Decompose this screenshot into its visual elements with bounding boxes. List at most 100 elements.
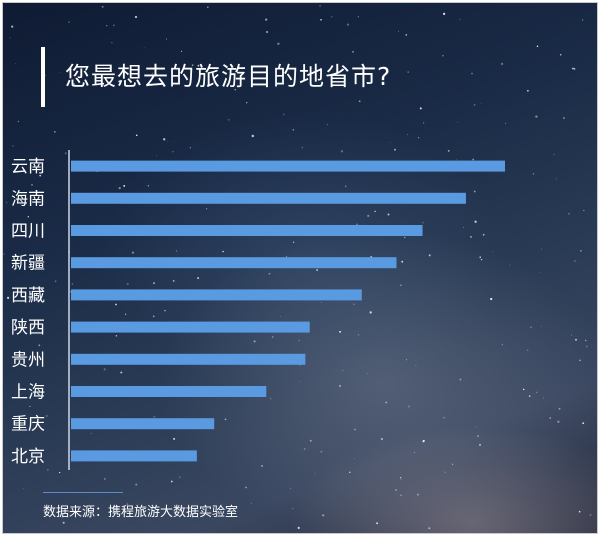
star — [558, 407, 561, 410]
star — [227, 118, 230, 121]
star — [29, 405, 31, 407]
star — [406, 220, 407, 222]
star — [316, 269, 319, 271]
star — [400, 478, 402, 480]
star — [428, 254, 431, 257]
star — [574, 260, 576, 262]
star — [456, 159, 458, 161]
star — [292, 508, 294, 510]
star — [541, 248, 542, 250]
star — [585, 345, 588, 348]
star — [309, 439, 312, 442]
star — [407, 134, 408, 136]
star — [173, 437, 176, 440]
star — [101, 5, 104, 8]
category-label: 上海 — [11, 383, 45, 403]
star — [339, 385, 341, 387]
star — [416, 493, 419, 496]
star — [563, 117, 565, 119]
star — [253, 340, 256, 343]
bars — [71, 160, 505, 462]
star — [297, 526, 300, 530]
star — [135, 483, 138, 486]
star — [265, 18, 268, 21]
star — [581, 19, 584, 21]
bar — [71, 192, 466, 204]
star — [345, 185, 347, 187]
star — [68, 21, 70, 23]
star — [532, 173, 535, 175]
star — [376, 522, 379, 525]
star — [479, 256, 481, 258]
bar — [71, 418, 215, 430]
star — [113, 24, 115, 26]
star — [443, 416, 446, 419]
star — [38, 344, 41, 347]
star — [120, 371, 123, 374]
bar — [71, 450, 197, 462]
star — [553, 154, 555, 156]
star — [415, 364, 417, 366]
star — [578, 510, 581, 513]
star — [197, 64, 200, 67]
bar — [71, 225, 423, 236]
star — [104, 478, 106, 480]
star — [400, 284, 402, 287]
star — [568, 213, 570, 215]
chart-title: 您最想去的旅游目的地省市? — [65, 62, 392, 91]
star — [463, 226, 465, 228]
star — [400, 476, 402, 479]
star — [545, 146, 547, 148]
star — [417, 137, 420, 139]
star — [103, 368, 106, 371]
star — [571, 334, 572, 336]
star — [543, 397, 545, 399]
star — [115, 335, 118, 337]
star — [575, 338, 577, 341]
star — [6, 296, 10, 300]
star — [60, 71, 61, 73]
star — [206, 6, 209, 9]
star — [352, 303, 355, 306]
star — [389, 141, 391, 143]
star — [340, 150, 344, 153]
star — [414, 452, 415, 454]
category-label: 贵州 — [11, 350, 45, 370]
star — [407, 71, 410, 73]
star — [115, 303, 117, 306]
star — [290, 488, 291, 489]
star — [173, 140, 175, 142]
star — [385, 401, 388, 404]
star — [250, 502, 253, 505]
star — [90, 432, 92, 434]
star — [346, 23, 350, 26]
star — [589, 513, 592, 517]
star — [505, 122, 507, 124]
star — [477, 435, 479, 437]
star — [25, 414, 27, 416]
star — [27, 216, 29, 218]
star — [374, 210, 376, 213]
star — [164, 309, 166, 312]
star — [234, 89, 236, 91]
star — [62, 521, 65, 524]
star — [245, 486, 247, 489]
star — [398, 30, 399, 32]
star — [406, 359, 408, 361]
star — [17, 120, 20, 123]
star — [473, 104, 476, 106]
star — [265, 30, 269, 34]
star — [401, 260, 404, 263]
star — [131, 251, 135, 254]
star — [30, 183, 34, 186]
star — [172, 151, 174, 153]
star — [224, 418, 227, 421]
bar — [71, 160, 505, 172]
star — [419, 107, 422, 110]
star — [557, 420, 560, 423]
star — [584, 339, 587, 342]
star — [118, 186, 121, 190]
star — [352, 50, 354, 53]
star — [358, 100, 361, 103]
